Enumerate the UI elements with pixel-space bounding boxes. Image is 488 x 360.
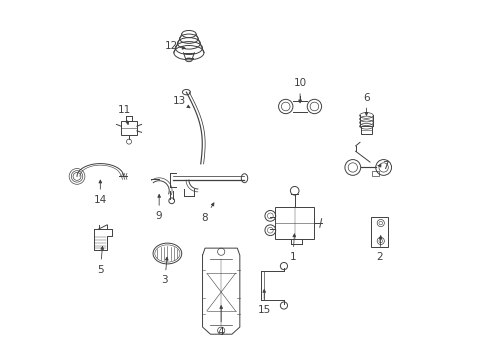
Text: 15: 15 xyxy=(257,289,270,315)
Text: 7: 7 xyxy=(377,161,387,171)
Bar xyxy=(371,171,379,176)
Bar xyxy=(360,126,371,134)
Text: 2: 2 xyxy=(376,236,383,262)
Text: 13: 13 xyxy=(172,96,189,108)
Text: 4: 4 xyxy=(218,306,224,337)
Text: 12: 12 xyxy=(164,41,185,50)
Bar xyxy=(121,121,137,135)
Text: 5: 5 xyxy=(97,247,103,275)
Text: 3: 3 xyxy=(161,257,168,285)
Bar xyxy=(274,207,314,239)
Text: 9: 9 xyxy=(156,194,162,221)
Text: 6: 6 xyxy=(363,93,369,115)
Bar xyxy=(370,217,387,247)
Text: 14: 14 xyxy=(94,180,107,205)
Text: 11: 11 xyxy=(118,105,131,125)
Text: 1: 1 xyxy=(289,234,296,262)
Text: 8: 8 xyxy=(202,203,213,222)
Text: 10: 10 xyxy=(293,78,306,103)
